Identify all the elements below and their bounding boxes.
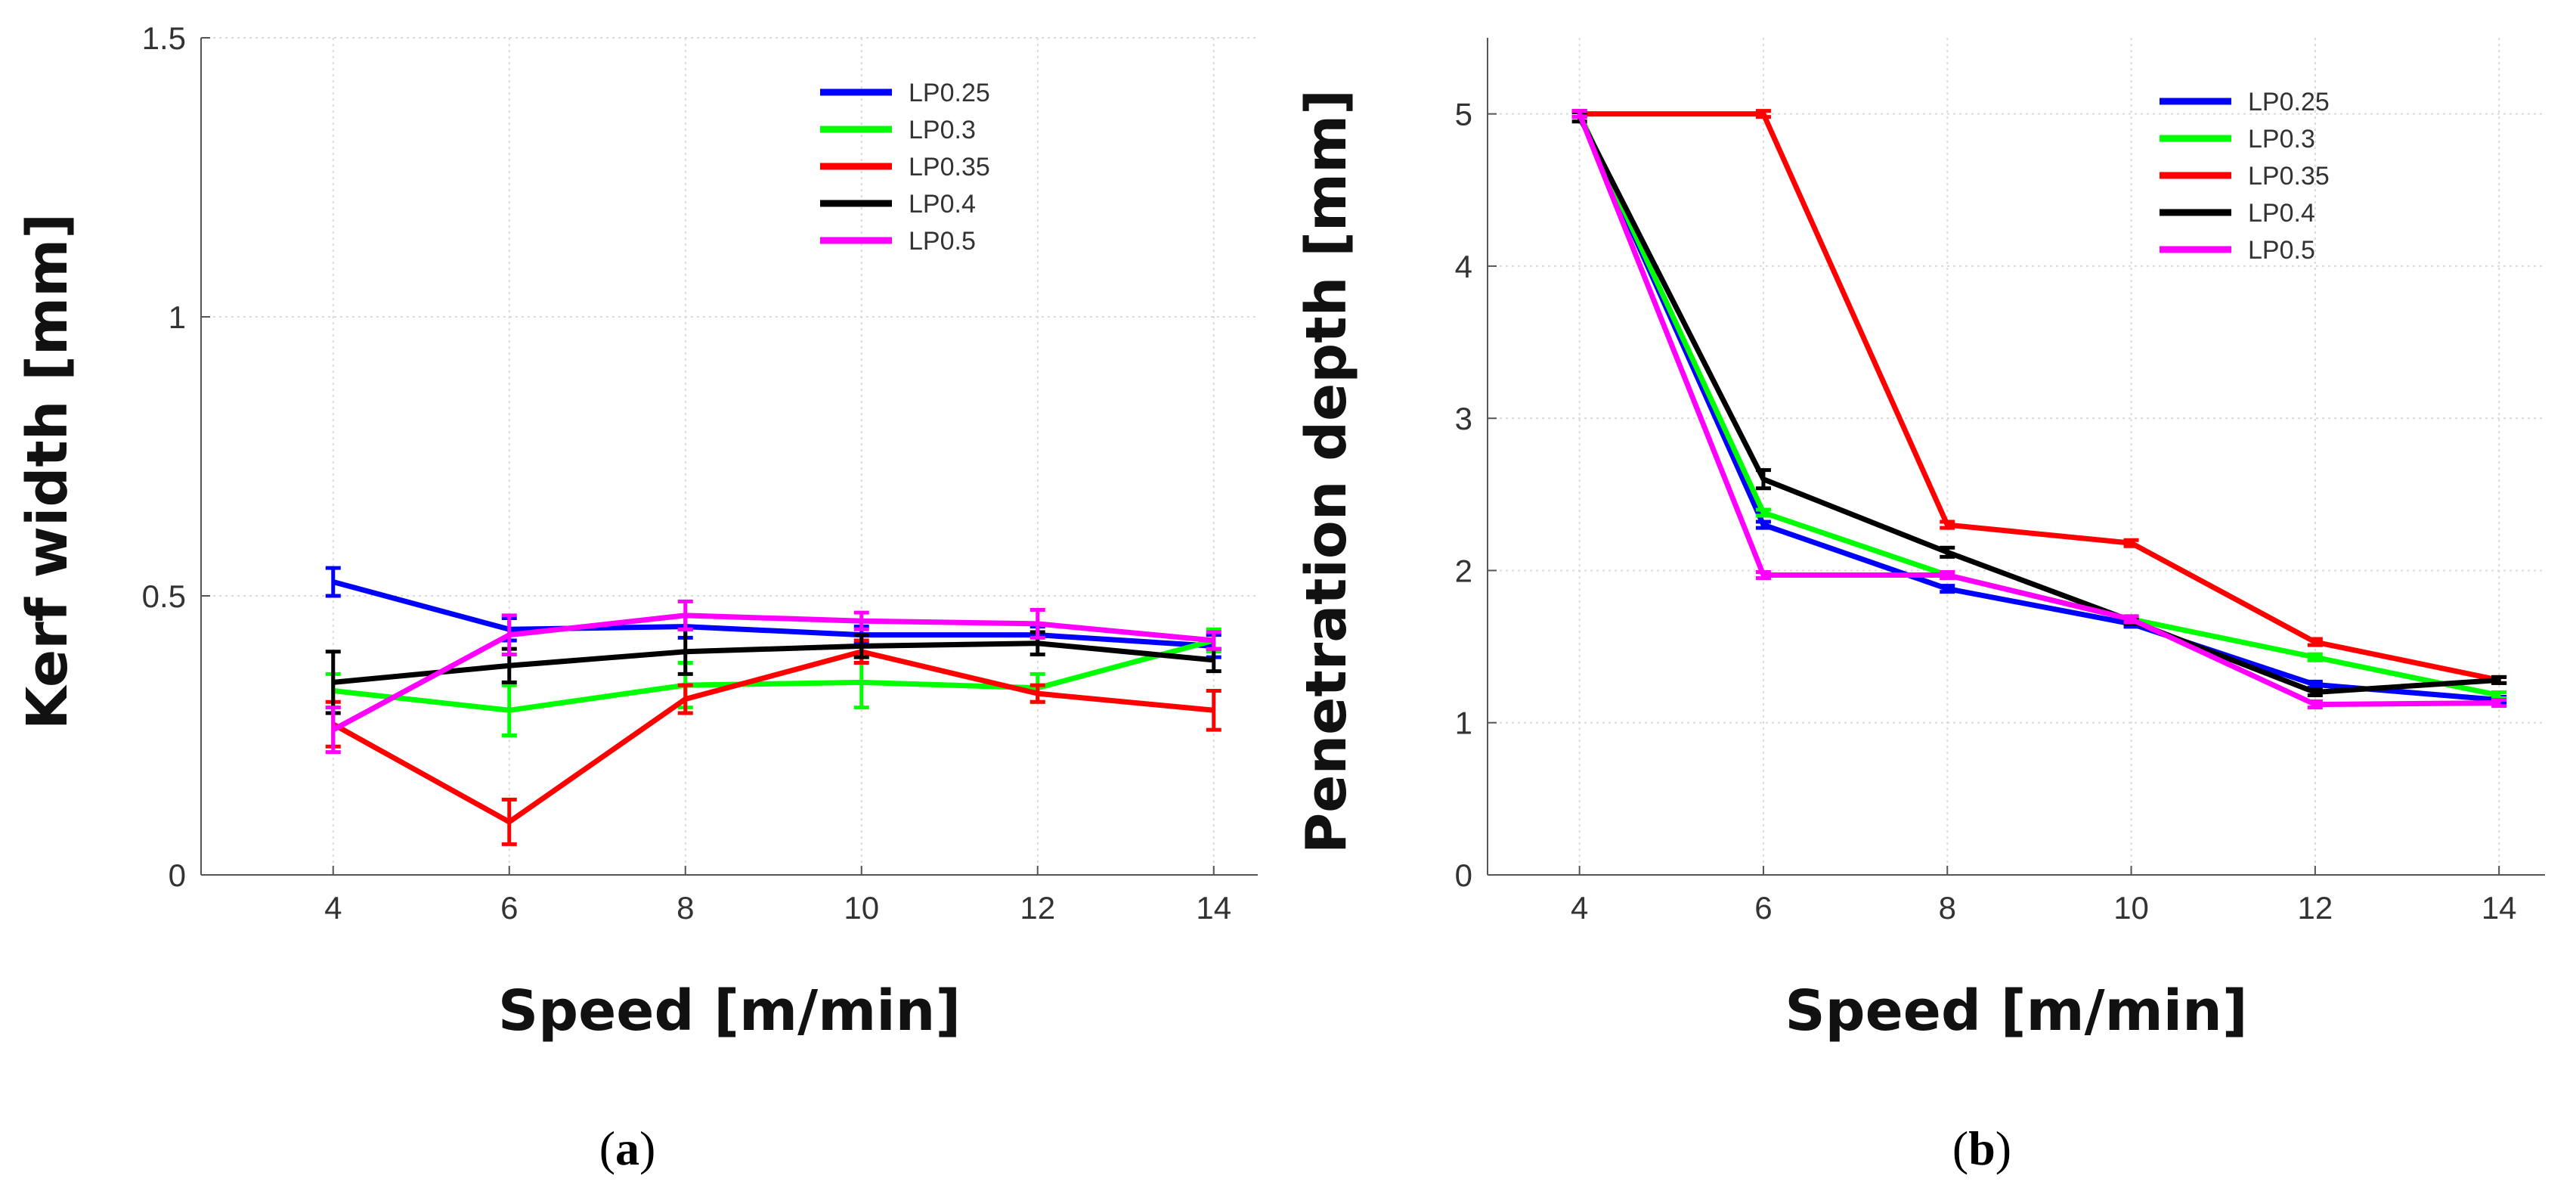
panel-caption: (a) (599, 1121, 656, 1175)
legend: LP0.25 LP0.3 LP0.35 LP0.4 LP0.5 (2160, 88, 2330, 265)
error-bar (2491, 698, 2507, 709)
error-bar (2307, 637, 2323, 647)
error-bar (1206, 688, 1221, 732)
error-bar (1940, 545, 1955, 559)
series-line (332, 613, 1215, 733)
error-bar (1029, 683, 1045, 704)
y-tick-label: 0 (169, 858, 186, 893)
series-line (1577, 113, 2500, 703)
error-bar (1206, 630, 1221, 651)
error-bar (501, 683, 517, 737)
x-tick-label: 6 (500, 890, 518, 926)
panel-a: 4 6 8 10 12 14 0 0.5 1 1.5 Speed [m/min] Kerf width… (15, 20, 1258, 1175)
legend-label: LP0.4 (909, 190, 976, 219)
error-bar (1755, 519, 1771, 530)
x-tick-label: 10 (2113, 890, 2149, 926)
y-tick-label: 4 (1455, 249, 1472, 284)
x-tick-label: 12 (1020, 890, 1055, 926)
x-tick-label: 14 (2482, 890, 2517, 926)
series-LP0.5 (1571, 109, 2507, 710)
error-bar (325, 566, 341, 598)
x-tick-label: 4 (1571, 890, 1588, 926)
error-bar (677, 683, 693, 715)
y-axis-title: Kerf width [mm] (15, 213, 80, 730)
error-bar (2491, 675, 2507, 685)
y-tick-label: 1.5 (142, 20, 186, 56)
x-axis-title: Speed [m/min] (498, 978, 961, 1044)
error-bar (1029, 607, 1045, 640)
error-bar (1755, 507, 1771, 518)
series-line (332, 579, 1214, 649)
y-tick-label: 5 (1455, 97, 1472, 132)
legend-label: LP0.3 (2248, 125, 2315, 154)
error-bar (2123, 538, 2139, 548)
error-bar (1940, 584, 1955, 594)
error-bar (1940, 519, 1955, 530)
error-bar (2307, 687, 2323, 697)
legend: LP0.25 LP0.3 LP0.35 LP0.4 LP0.5 (820, 79, 990, 256)
error-bar (1940, 569, 1955, 581)
error-bar (501, 797, 517, 846)
error-bar (1755, 569, 1771, 581)
error-bar (325, 706, 341, 755)
legend-label: LP0.5 (2248, 236, 2315, 265)
series-line (333, 640, 1215, 685)
error-bar (1755, 468, 1771, 491)
error-bar (501, 613, 517, 656)
x-tick-label: 12 (2298, 890, 2333, 926)
series-LP0.5 (325, 599, 1221, 755)
error-bar (2307, 652, 2323, 662)
x-tick-label: 10 (844, 890, 879, 926)
series-LP0.4 (325, 627, 1221, 715)
legend-label: LP0.3 (909, 116, 976, 144)
series-LP0.25 (325, 566, 1221, 659)
legend-label: LP0.35 (909, 153, 990, 181)
panel-caption: (b) (1952, 1121, 2011, 1175)
error-bar (853, 633, 869, 659)
legend-label: LP0.25 (909, 79, 990, 107)
legend-label: LP0.25 (2248, 88, 2330, 116)
y-tick-label: 1 (169, 299, 186, 335)
x-tick-label: 8 (677, 890, 694, 926)
x-tick-label: 8 (1939, 890, 1956, 926)
y-axis-title: Penetration depth [mm] (1294, 89, 1359, 854)
y-tick-label: 0.5 (142, 578, 186, 614)
series-LP0.4 (1571, 110, 2507, 697)
y-tick-label: 0 (1455, 858, 1472, 893)
y-tick-label: 3 (1455, 401, 1472, 436)
legend-label: LP0.4 (2248, 199, 2315, 228)
legend-label: LP0.5 (909, 227, 976, 256)
x-axis-title: Speed [m/min] (1785, 978, 2247, 1044)
series-line (1579, 111, 2500, 683)
series-line (1577, 116, 2500, 695)
error-bar (853, 610, 869, 631)
x-tick-label: 14 (1196, 890, 1231, 926)
series-line (1577, 113, 2500, 708)
series-LP0.3 (1571, 109, 2507, 701)
series-line (332, 649, 1215, 825)
x-tick-label: 6 (1754, 890, 1772, 926)
error-bar (2307, 699, 2323, 710)
error-bar (1571, 109, 1587, 119)
y-tick-label: 1 (1455, 706, 1472, 741)
x-tick-label: 4 (324, 890, 342, 926)
y-tick-label: 2 (1455, 553, 1472, 588)
legend-label: LP0.35 (2248, 162, 2330, 191)
error-bar (677, 599, 693, 631)
error-bar (2123, 614, 2139, 625)
series-LP0.3 (325, 627, 1221, 737)
series-line (333, 637, 1215, 713)
error-bar (1755, 109, 1771, 119)
